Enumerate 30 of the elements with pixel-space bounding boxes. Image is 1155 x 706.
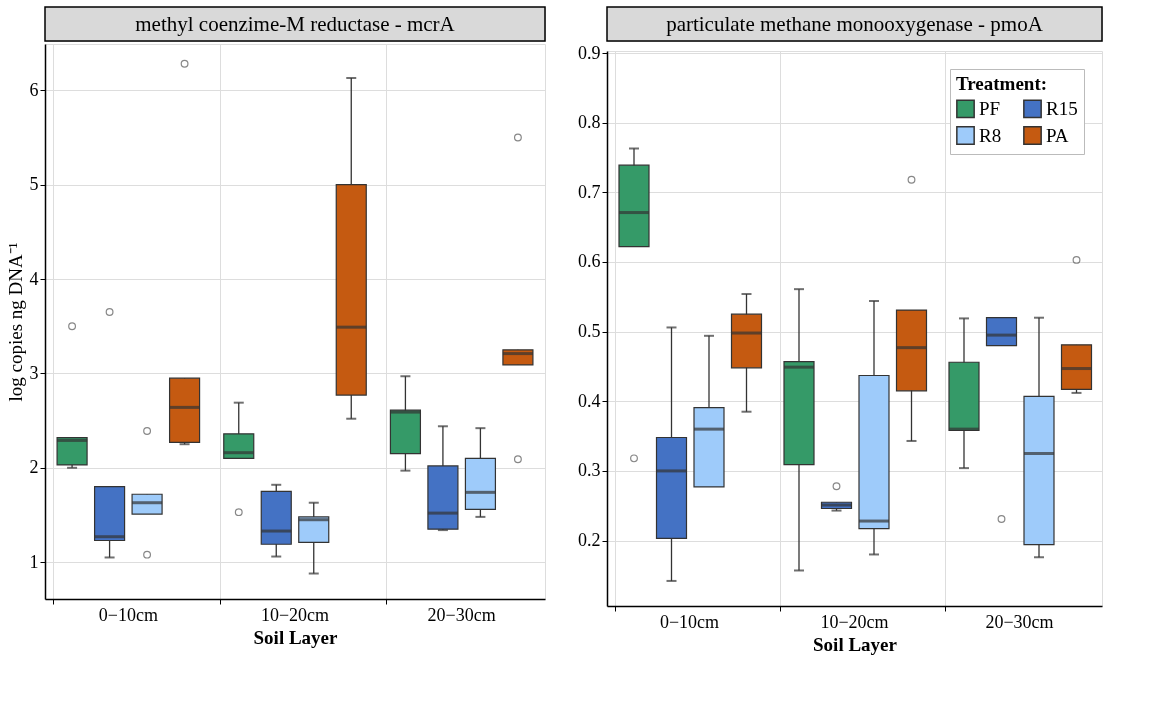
y-tick-label: 0.8 — [578, 112, 601, 133]
x-tick-label: 0−10cm — [659, 611, 720, 632]
y-tick-label: 3 — [29, 362, 39, 383]
y-tick-label: 0.9 — [578, 42, 601, 63]
x-tick-label: 20−30cm — [985, 611, 1054, 632]
legend-label: PA — [1046, 124, 1069, 146]
y-tick-label: 0.6 — [578, 251, 601, 272]
y-tick-label: 2 — [29, 457, 39, 478]
x-tick-label: 20−30cm — [427, 604, 496, 625]
x-tick-label: 10−20cm — [820, 611, 889, 632]
x-axis-title: Soil Layer — [813, 633, 898, 655]
legend-label: R8 — [979, 124, 1002, 146]
y-tick-label: 0.4 — [578, 390, 601, 411]
legend-label: PF — [979, 97, 1001, 119]
chart-title: particulate methane monooxygenase - pmoA — [666, 12, 1044, 36]
y-tick-label: 0.5 — [578, 321, 601, 342]
y-tick-label: 4 — [29, 268, 39, 289]
x-axis-title: Soil Layer — [253, 626, 339, 648]
y-tick-label: 1 — [29, 551, 39, 572]
y-tick-label: 5 — [29, 174, 39, 195]
y-tick-label: 0.7 — [578, 181, 601, 202]
y-tick-label: 6 — [29, 79, 39, 100]
y-axis-title: log copies ng DNA⁻¹ — [4, 242, 26, 402]
y-tick-label: 0.3 — [578, 460, 601, 481]
x-tick-label: 10−20cm — [260, 604, 330, 625]
legend-label: R15 — [1046, 97, 1078, 119]
legend-title: Treatment: — [956, 73, 1048, 94]
x-tick-label: 0−10cm — [98, 604, 158, 625]
y-tick-label: 0.2 — [578, 530, 601, 551]
chart-title: methyl coenzime-M reductase - mcrA — [135, 12, 456, 36]
